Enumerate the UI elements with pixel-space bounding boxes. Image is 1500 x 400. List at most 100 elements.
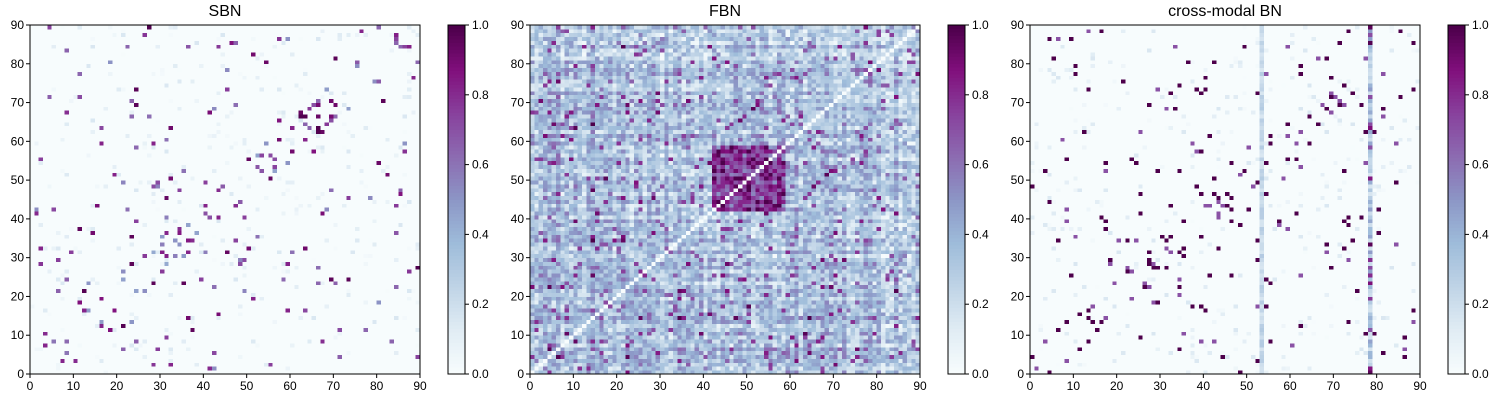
heatmap-cell (43, 304, 48, 309)
heatmap-cell (259, 273, 265, 278)
heatmap-cell (121, 350, 126, 356)
heatmap-cell (112, 335, 118, 340)
heatmap-cell (121, 323, 126, 328)
heatmap-cell (60, 362, 66, 367)
heatmap-cell (181, 246, 187, 251)
heatmap-cell (316, 370, 321, 375)
heatmap-cell (95, 215, 100, 220)
heatmap-cell (177, 319, 183, 324)
heatmap-cell (394, 350, 399, 356)
heatmap-cell (368, 218, 373, 224)
heatmap-cell (350, 176, 356, 181)
heatmap-cell (233, 354, 239, 359)
heatmap-cell (233, 199, 239, 204)
heatmap-cell (363, 315, 369, 321)
heatmap-cell (30, 168, 35, 173)
heatmap-cell (155, 277, 161, 282)
heatmap-cell (116, 242, 122, 247)
heatmap-cell (47, 215, 53, 220)
heatmap-cell (251, 288, 256, 293)
heatmap-cell (372, 172, 378, 177)
heatmap-cell (121, 284, 126, 290)
heatmap-cell (307, 187, 313, 193)
heatmap-cell (264, 187, 269, 193)
heatmap-cell (199, 168, 204, 173)
heatmap-cell (216, 308, 222, 313)
heatmap-cell (103, 156, 109, 162)
heatmap-cell (333, 246, 339, 251)
heatmap-cell (329, 195, 334, 200)
heatmap-cell (77, 269, 83, 274)
heatmap-cell (251, 308, 256, 313)
heatmap-cell (342, 339, 347, 344)
heatmap-cell (398, 199, 404, 204)
heatmap-cell (303, 246, 308, 251)
heatmap-cell (116, 257, 122, 262)
heatmap-cell (281, 164, 287, 169)
heatmap-cell (285, 280, 291, 286)
heatmap-cell (402, 183, 408, 189)
heatmap-cell (320, 180, 326, 185)
heatmap-cell (147, 362, 152, 367)
heatmap-cell (168, 342, 174, 348)
heatmap-cell (363, 323, 369, 328)
heatmap-cell (64, 183, 70, 189)
heatmap-cell (294, 199, 300, 204)
heatmap-cell (121, 300, 126, 305)
heatmap-cell (34, 362, 40, 367)
heatmap-cell (285, 230, 291, 235)
heatmap-cell (60, 269, 66, 274)
heatmap-cell (233, 253, 239, 259)
heatmap-cell (342, 370, 347, 375)
heatmap-cell (359, 327, 365, 332)
heatmap-cell (394, 195, 399, 200)
heatmap-cell (116, 207, 122, 212)
heatmap-cell (329, 331, 334, 336)
heatmap-cell (95, 273, 100, 278)
heatmap-cell (177, 261, 183, 266)
heatmap-cell (246, 354, 252, 359)
heatmap-cell (342, 265, 347, 270)
heatmap-cell (112, 164, 118, 169)
heatmap-cell (95, 199, 100, 204)
heatmap-cell (129, 246, 135, 251)
heatmap-cell (138, 180, 144, 185)
heatmap-cell (43, 253, 48, 259)
heatmap-cell (307, 370, 313, 375)
heatmap-cell (43, 230, 48, 235)
heatmap-cell (51, 277, 57, 282)
heatmap-cell (129, 199, 135, 204)
heatmap-cell (173, 335, 178, 340)
heatmap-cell (216, 315, 222, 321)
heatmap-cell (147, 230, 152, 235)
heatmap-cell (103, 218, 109, 224)
heatmap-cell (112, 331, 118, 336)
heatmap-cell (207, 249, 213, 255)
heatmap-cell (324, 230, 330, 235)
heatmap-cell (129, 277, 135, 282)
heatmap-cell (389, 226, 395, 231)
heatmap-cell (38, 358, 44, 363)
heatmap-cell (95, 300, 100, 305)
heatmap-cell (350, 308, 356, 313)
heatmap-cell (116, 176, 122, 181)
heatmap-cell (43, 180, 48, 185)
heatmap-cell (181, 366, 187, 371)
heatmap-cell (160, 187, 165, 193)
heatmap-cell (285, 211, 291, 216)
heatmap-cell (64, 180, 70, 185)
heatmap-cell (69, 265, 74, 270)
heatmap-cell (355, 164, 360, 169)
heatmap-cell (86, 215, 92, 220)
heatmap-cell (342, 172, 347, 177)
heatmap-cell (116, 311, 122, 317)
heatmap-cell (402, 246, 408, 251)
heatmap-cell (51, 327, 57, 332)
heatmap-cell (177, 156, 183, 162)
heatmap-cell (47, 207, 53, 212)
heatmap-cell (238, 176, 243, 181)
heatmap-cell (402, 261, 408, 266)
heatmap-cell (173, 215, 178, 220)
heatmap-cell (186, 191, 191, 197)
heatmap-cell (142, 335, 148, 340)
